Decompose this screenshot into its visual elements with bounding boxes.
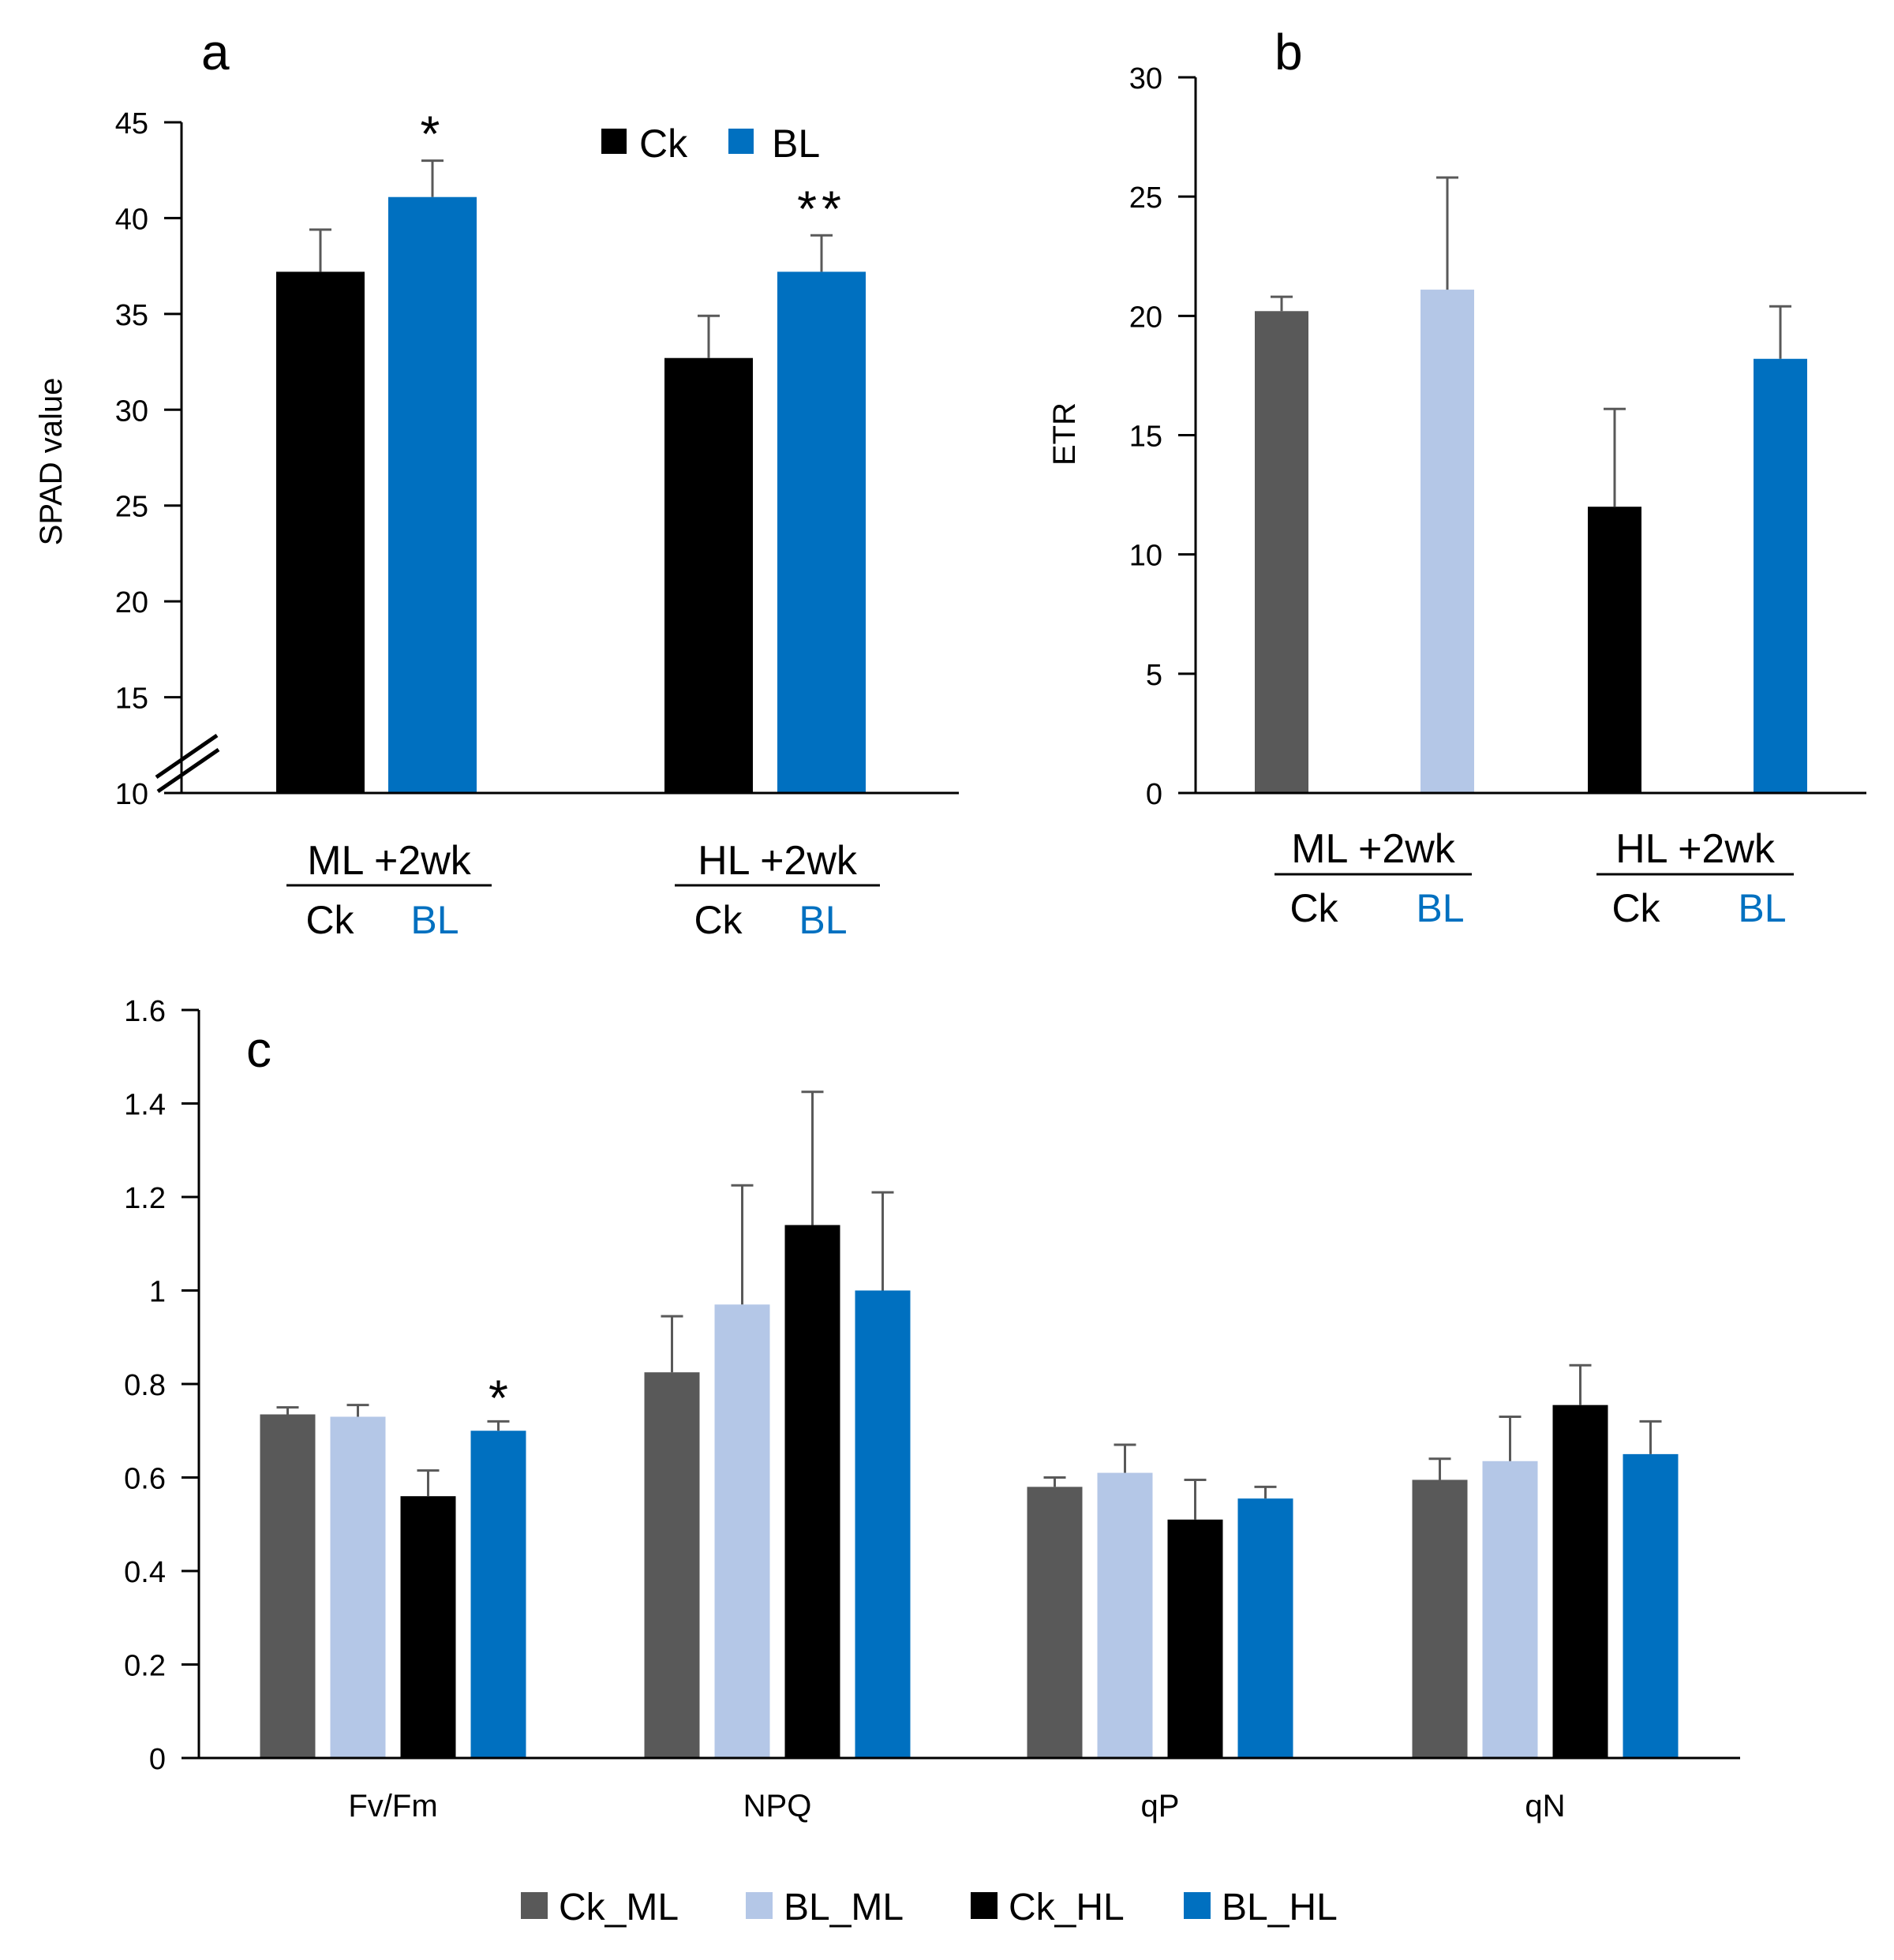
panel-a-axis-break-icon [155, 733, 220, 794]
y-tick-label: 0.6 [124, 1463, 166, 1496]
panel-c-chart: c 0 0.2 0.4 0.6 0.8 1 1.2 1.4 1.6 * Fv/Fm NPQ qP qN… [124, 995, 1740, 1928]
bar-NPQ-BL_ML [714, 1304, 770, 1758]
panel-b-y-axis-label: ETR [1047, 402, 1082, 466]
y-tick-label: 1 [149, 1276, 166, 1309]
y-tick-label: 20 [1129, 301, 1162, 334]
bar-qP-Ck_ML [1027, 1487, 1083, 1758]
legend-label-bl_hl: BL_HL [1222, 1887, 1338, 1928]
y-tick-label: 10 [1129, 540, 1162, 573]
bar-NPQ-BL_HL [855, 1290, 911, 1758]
x-tick-label: NPQ [743, 1789, 812, 1823]
legend-swatch-ck_hl [971, 1892, 998, 1919]
panel-b-letter: b [1275, 24, 1303, 80]
bar-Fv/Fm-BL_HL [470, 1431, 526, 1758]
sublabel-bl: BL [410, 898, 459, 942]
legend-swatch-bl [728, 129, 754, 154]
y-tick-label: 25 [115, 491, 148, 524]
x-tick-label: Fv/Fm [348, 1789, 437, 1823]
y-tick-label: 40 [115, 203, 148, 236]
y-tick-label: 0.2 [124, 1650, 166, 1683]
group-label: ML +2wk [1291, 826, 1456, 872]
y-tick-label: 0.4 [124, 1556, 166, 1589]
group-label: ML +2wk [307, 838, 472, 884]
sublabel-ck: Ck [1289, 886, 1338, 930]
bar-ML +2wk-Ck_ML [1255, 311, 1308, 794]
panel-a-y-axis-label: SPAD value [34, 378, 69, 546]
bar-Fv/Fm-Ck_ML [260, 1414, 316, 1758]
group-label: HL +2wk [698, 838, 858, 884]
bar-qN-Ck_ML [1412, 1479, 1468, 1758]
y-tick-label: 1.6 [124, 995, 166, 1028]
legend-swatch-bl_hl [1184, 1892, 1211, 1919]
bar-HL +2wk-Ck_HL [1588, 507, 1641, 793]
group-label: HL +2wk [1615, 826, 1776, 872]
bar-HL +2wk-BL_HL [1754, 358, 1807, 794]
bar-NPQ-Ck_ML [644, 1372, 700, 1758]
legend-swatch-ck [601, 129, 627, 154]
legend-label-ck_ml: Ck_ML [559, 1887, 679, 1928]
y-tick-label: 1.2 [124, 1182, 166, 1215]
legend-label-bl_ml: BL_ML [784, 1887, 904, 1928]
y-tick-label: 1.4 [124, 1089, 166, 1122]
bar-qP-BL_HL [1237, 1498, 1293, 1758]
bar-ML +2wk-BL [388, 196, 477, 793]
legend-label-bl: BL [772, 122, 820, 166]
panel-c-letter: c [246, 1021, 271, 1078]
legend-label-ck: Ck [639, 122, 688, 166]
bar-HL +2wk-BL [777, 271, 866, 793]
bar-NPQ-Ck_HL [784, 1225, 840, 1758]
bar-ML +2wk-Ck [276, 271, 365, 793]
y-tick-label: 30 [115, 395, 148, 428]
bar-HL +2wk-Ck [664, 357, 753, 793]
panel-c-legend: Ck_ML BL_ML Ck_HL BL_HL [521, 1887, 1338, 1928]
y-tick-label: 0 [1146, 778, 1162, 811]
bar-qP-BL_ML [1097, 1472, 1153, 1758]
bar-qN-BL_HL [1623, 1453, 1679, 1758]
y-tick-label: 30 [1129, 62, 1162, 95]
x-tick-label: qP [1141, 1789, 1180, 1823]
y-tick-label: 25 [1129, 181, 1162, 215]
sublabel-ck: Ck [305, 898, 354, 942]
sublabel-ck: Ck [1611, 886, 1660, 930]
y-tick-label: 10 [115, 778, 148, 811]
bar-qN-BL_ML [1482, 1461, 1538, 1758]
significance-mark: * [488, 1369, 508, 1426]
y-tick-label: 20 [115, 586, 148, 619]
sublabel-bl: BL [1738, 886, 1786, 930]
panel-a-letter: a [201, 24, 230, 80]
bar-ML +2wk-BL_ML [1420, 290, 1474, 793]
bar-Fv/Fm-BL_ML [330, 1416, 386, 1758]
y-tick-label: 45 [115, 107, 148, 140]
bar-qN-Ck_HL [1552, 1405, 1608, 1758]
x-tick-label: qN [1525, 1789, 1565, 1823]
bar-qP-Ck_HL [1167, 1519, 1223, 1758]
panel-a-legend: Ck BL [601, 122, 820, 166]
y-tick-label: 35 [115, 299, 148, 332]
sublabel-bl: BL [1416, 886, 1464, 930]
y-tick-label: 0.8 [124, 1369, 166, 1402]
bar-Fv/Fm-Ck_HL [400, 1496, 456, 1758]
legend-swatch-ck_ml [521, 1892, 548, 1919]
legend-swatch-bl_ml [746, 1892, 773, 1919]
y-tick-label: 15 [1129, 421, 1162, 454]
panel-b-chart: b ETR 0 5 10 15 20 25 30 ML +2wk Ck BL HL +2wk Ck B… [1047, 24, 1866, 930]
y-tick-label: 0 [149, 1743, 166, 1776]
significance-mark: ** [797, 180, 846, 237]
sublabel-ck: Ck [694, 898, 743, 942]
significance-mark: * [421, 106, 445, 163]
legend-label-ck_hl: Ck_HL [1009, 1887, 1125, 1928]
y-tick-label: 5 [1146, 659, 1162, 692]
sublabel-bl: BL [799, 898, 847, 942]
y-tick-label: 15 [115, 683, 148, 716]
